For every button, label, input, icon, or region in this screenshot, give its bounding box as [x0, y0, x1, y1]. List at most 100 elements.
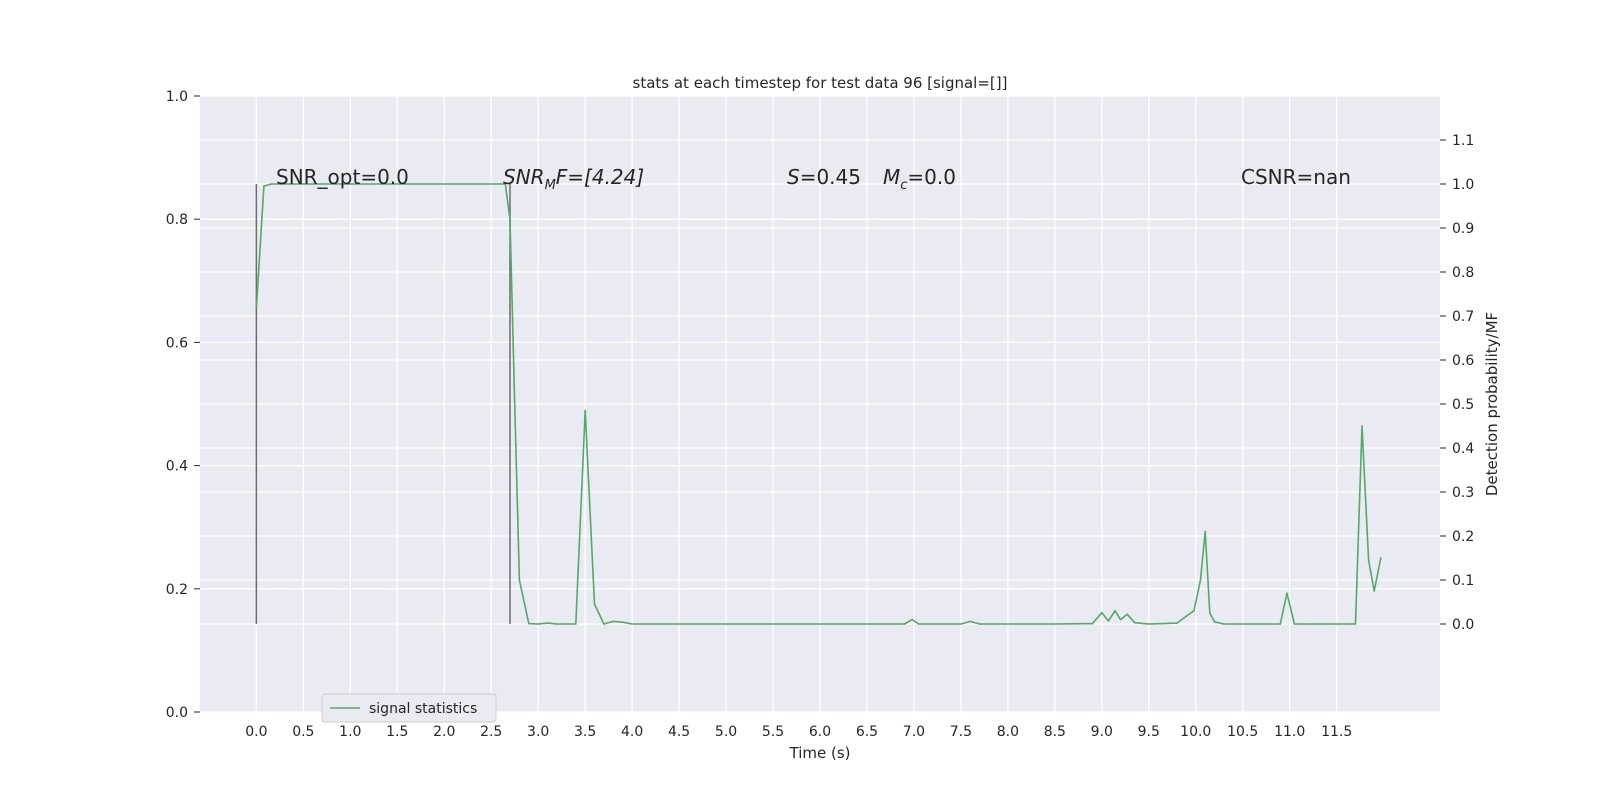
- data-point: [1279, 623, 1282, 625]
- data-point: [263, 185, 265, 187]
- data-point: [584, 409, 586, 412]
- data-point: [1204, 530, 1206, 533]
- x-tick-label: 3.0: [527, 724, 549, 740]
- data-point: [504, 183, 507, 185]
- legend: signal statistics: [321, 693, 497, 723]
- annotation-snr-mf: SNRMF=[4.24]: [503, 165, 644, 193]
- annotation-snr-opt: SNR_opt=0.0: [276, 165, 409, 189]
- annotation-mc-main: M: [883, 165, 900, 189]
- right-axis-label: Detection probability/MF: [1483, 312, 1501, 496]
- data-point: [1367, 559, 1370, 561]
- annotation-snr-mf-rest: F=[4.24]: [556, 165, 644, 189]
- x-tick-label: 0.0: [245, 724, 267, 740]
- annotation-s: S=0.45: [787, 165, 861, 189]
- vertical-markers: [255, 184, 511, 624]
- y-left-tick-label: 0.2: [166, 582, 188, 598]
- data-point: [1193, 610, 1195, 612]
- annotations: SNR_opt=0.0 SNRMF=[4.24] S=0.45 Mc=0.0 C…: [276, 165, 1351, 193]
- x-tick-label: 8.0: [997, 724, 1019, 740]
- x-tick-label: 10.5: [1227, 724, 1258, 740]
- x-tick-label: 7.0: [903, 724, 925, 740]
- data-point: [612, 620, 615, 623]
- data-point: [279, 183, 281, 185]
- x-tick-label: 4.5: [668, 724, 690, 740]
- annotation-snr-mf-sub: M: [545, 178, 556, 193]
- data-point: [1354, 623, 1357, 625]
- data-point: [565, 623, 568, 625]
- data-point: [1176, 622, 1178, 624]
- data-point: [490, 183, 493, 185]
- data-point: [1054, 623, 1056, 625]
- y-left-tick-label: 0.4: [166, 459, 188, 475]
- data-point: [1380, 557, 1382, 559]
- legend-label: signal statistics: [369, 701, 477, 717]
- data-point: [1335, 623, 1338, 625]
- data-point: [1126, 613, 1128, 616]
- left-axis-ticks: 0.0 0.2 0.4 0.6 0.8 1.0: [166, 89, 200, 721]
- y-left-tick-label: 0.6: [166, 335, 188, 351]
- x-tick-label: 5.0: [715, 724, 737, 740]
- data-point: [1293, 623, 1296, 625]
- y-right-tick-label: 0.2: [1452, 529, 1474, 545]
- x-tick-label: 3.5: [574, 724, 596, 740]
- data-point: [903, 623, 906, 625]
- data-point: [1101, 611, 1103, 614]
- data-point: [1133, 621, 1136, 624]
- y-right-tick-label: 0.0: [1452, 617, 1474, 633]
- annotation-s-symbol: S: [787, 165, 800, 189]
- y-right-tick-label: 0.5: [1452, 397, 1474, 413]
- data-point: [1209, 612, 1211, 614]
- y-left-tick-label: 0.8: [166, 212, 188, 228]
- y-right-tick-label: 1.0: [1452, 177, 1474, 193]
- annotation-mc-value: =0.0: [907, 165, 956, 189]
- data-point: [513, 403, 516, 405]
- y-right-tick-label: 0.6: [1452, 353, 1474, 369]
- data-point: [349, 183, 352, 185]
- data-point: [1286, 592, 1288, 594]
- x-tick-label: 0.5: [292, 724, 314, 740]
- chart-title: stats at each timestep for test data 96 …: [633, 74, 1008, 92]
- data-point: [396, 183, 399, 185]
- x-tick-label: 2.5: [480, 724, 502, 740]
- data-point: [1007, 623, 1009, 625]
- data-point: [556, 623, 558, 625]
- annotation-mc: Mc=0.0: [883, 165, 956, 193]
- data-point: [917, 623, 920, 625]
- data-point: [725, 623, 727, 625]
- data-point: [518, 579, 521, 581]
- x-tick-label: 1.5: [386, 724, 408, 740]
- data-point: [443, 183, 446, 185]
- data-point: [546, 622, 549, 624]
- annotation-snr-mf-main: SNR: [503, 165, 545, 189]
- data-point: [1114, 610, 1116, 612]
- data-point: [631, 623, 633, 625]
- y-left-tick-label: 1.0: [166, 89, 188, 105]
- data-point: [969, 620, 972, 623]
- data-point: [1361, 425, 1363, 427]
- x-tick-label: 2.0: [433, 724, 455, 740]
- data-point: [911, 618, 913, 621]
- x-tick-label: 10.0: [1180, 724, 1211, 740]
- annotation-mc-sub: c: [900, 178, 907, 193]
- data-point: [772, 623, 774, 625]
- data-point: [1199, 579, 1202, 581]
- x-tick-label: 4.0: [621, 724, 643, 740]
- data-point: [1241, 623, 1244, 625]
- data-point: [527, 622, 530, 625]
- x-tick-label: 9.0: [1091, 724, 1113, 740]
- x-tick-label: 6.0: [809, 724, 831, 740]
- series-layer: [255, 183, 1382, 625]
- x-tick-label: 6.5: [856, 724, 878, 740]
- legend-box: [321, 693, 497, 723]
- y-left-tick-label: 0.0: [166, 705, 188, 721]
- data-point: [1307, 623, 1310, 625]
- data-point: [1091, 622, 1094, 625]
- data-point: [603, 623, 605, 625]
- y-right-tick-label: 0.1: [1452, 573, 1474, 589]
- data-point: [1107, 620, 1110, 622]
- data-point: [819, 623, 821, 625]
- data-point: [270, 183, 273, 185]
- x-tick-label: 5.5: [762, 724, 784, 740]
- y-right-tick-label: 0.9: [1452, 221, 1474, 237]
